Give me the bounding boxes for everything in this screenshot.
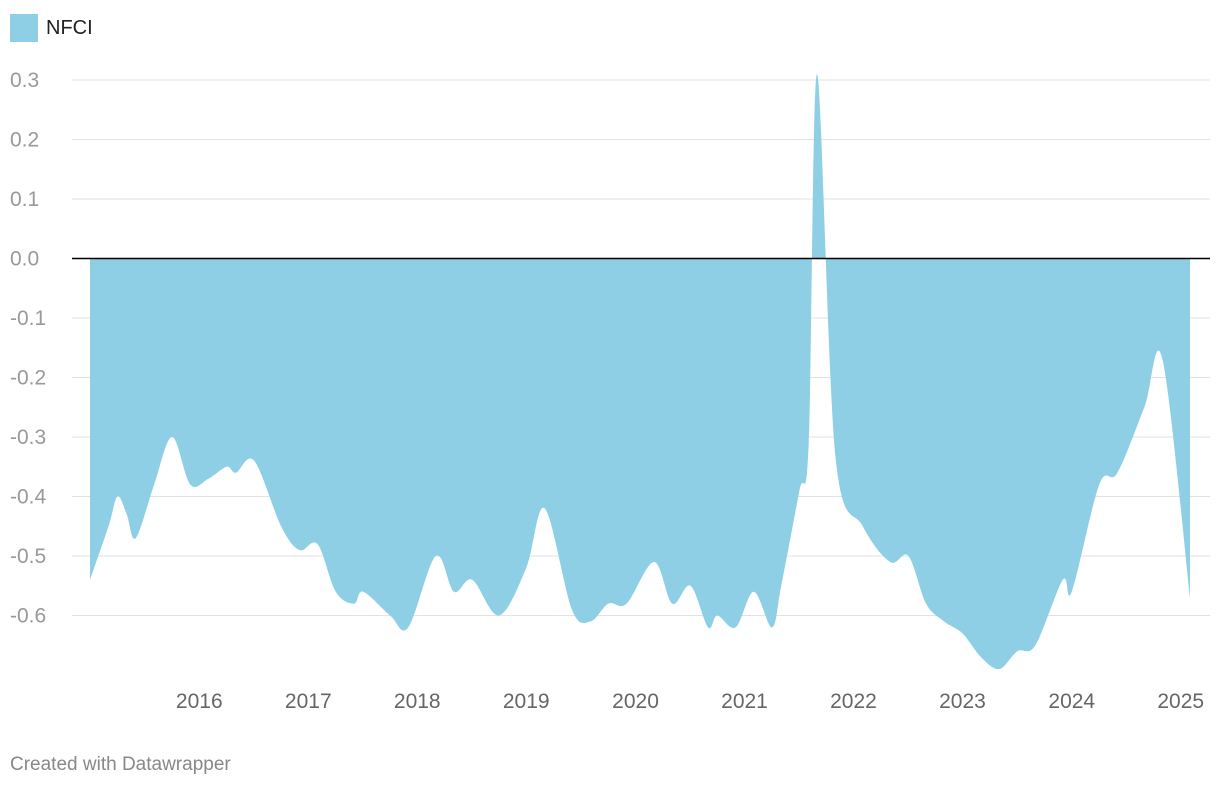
x-tick-label: 2023 [939, 690, 986, 713]
x-tick-label: 2021 [721, 690, 768, 713]
x-tick-label: 2024 [1048, 690, 1095, 713]
y-tick-label: 0.2 [10, 129, 39, 152]
legend-swatch [10, 14, 38, 42]
y-tick-label: -0.2 [10, 367, 46, 390]
y-tick-label: -0.3 [10, 426, 46, 449]
y-tick-label: -0.6 [10, 605, 46, 628]
y-tick-label: 0.1 [10, 188, 39, 211]
y-tick-label: 0.3 [10, 69, 39, 92]
x-tick-label: 2022 [830, 690, 877, 713]
y-tick-label: -0.1 [10, 307, 46, 330]
x-tick-label: 2025 [1157, 690, 1204, 713]
x-tick-label: 2016 [176, 690, 223, 713]
x-tick-label: 2017 [285, 690, 332, 713]
y-tick-label: -0.5 [10, 545, 46, 568]
legend-label: NFCI [46, 16, 93, 39]
nfci-area [90, 74, 1190, 670]
x-tick-label: 2020 [612, 690, 659, 713]
y-tick-label: -0.4 [10, 486, 47, 509]
x-tick-label: 2019 [503, 690, 550, 713]
credit-text: Created with Datawrapper [10, 754, 231, 775]
legend: NFCI [10, 14, 93, 42]
x-tick-label: 2018 [394, 690, 441, 713]
y-tick-label: 0.0 [10, 248, 39, 271]
